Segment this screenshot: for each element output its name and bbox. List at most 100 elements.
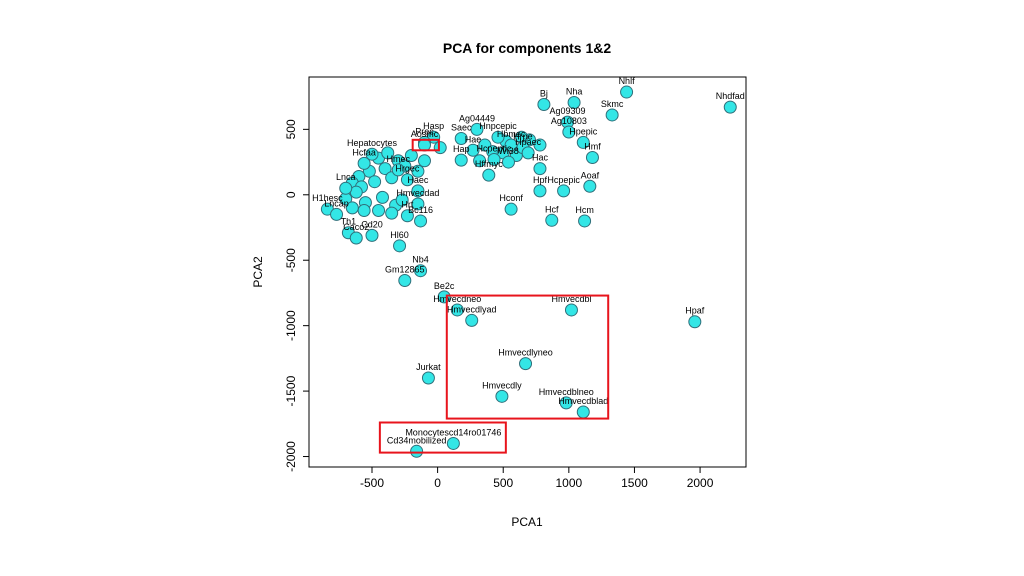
x-tick-label: 1500 (621, 476, 648, 490)
point-label: Hrt (401, 200, 413, 210)
data-point-hmvecdly (495, 389, 509, 403)
point-label: Ag04449 (459, 113, 495, 123)
data-point-lnca (339, 181, 353, 195)
point-label: Lncap (324, 198, 349, 208)
point-label: Be2c (434, 281, 455, 291)
point-label: Hcpepic (547, 175, 580, 185)
data-point-hmvecdbl (564, 303, 578, 317)
point-label: Th1 (341, 217, 357, 227)
data-point-haec (411, 184, 425, 198)
data-point-ag10803 (562, 125, 576, 139)
point-label: Caco2 (343, 222, 369, 232)
data-point (372, 203, 386, 217)
data-point-hcf (545, 213, 559, 227)
data-point-hcfaa (357, 156, 371, 170)
data-point-hepatocytes (365, 147, 379, 161)
point-label: Wi38 (498, 146, 519, 156)
data-point-hap (454, 153, 468, 167)
data-point-hpf (533, 184, 547, 198)
data-point-hcm (578, 214, 592, 228)
point-label: Hasp (423, 121, 444, 131)
point-label: Prec (415, 126, 434, 136)
data-point-ag04449 (470, 122, 484, 136)
point-label: Skmc (601, 99, 624, 109)
data-point-bj (537, 97, 551, 111)
point-label: Hpf (533, 175, 548, 185)
y-tick-label: -1500 (284, 375, 298, 406)
data-point (473, 154, 487, 168)
data-point-gm12865 (398, 274, 412, 288)
highlight-box (411, 138, 440, 152)
data-point (533, 138, 547, 152)
data-point-cd20 (365, 228, 379, 242)
point-label: Jurkat (416, 362, 441, 372)
point-label: Hac (532, 153, 549, 163)
x-tick-label: -500 (360, 476, 384, 490)
data-point (381, 146, 395, 160)
data-point-hrt (400, 209, 414, 223)
data-point-nb4 (414, 264, 428, 278)
data-points (320, 85, 737, 458)
data-point (433, 141, 447, 155)
chart-title: PCA for components 1&2 (443, 40, 611, 56)
data-point (368, 175, 382, 189)
point-label: Hpaf (685, 306, 705, 316)
point-label: Hepatocytes (347, 138, 398, 148)
y-tick-label: -1000 (284, 310, 298, 341)
data-point-hconf (504, 202, 518, 216)
data-point (404, 149, 418, 163)
data-point (395, 193, 409, 207)
point-label: Hconf (499, 193, 523, 203)
point-label: Hmvecdblad (558, 396, 608, 406)
data-point (375, 190, 389, 204)
data-point-hae (466, 143, 480, 157)
data-point-hpaec (521, 146, 535, 160)
point-label: Aoaf (581, 170, 600, 180)
data-point (385, 206, 399, 220)
plot-frame (308, 76, 747, 468)
point-label: Hcm (575, 205, 594, 215)
point-label: Cd20 (361, 219, 383, 229)
y-tick-label: 500 (284, 119, 298, 139)
point-label: Hbmec (497, 129, 526, 139)
data-point (357, 203, 371, 217)
data-point-hffmyc (482, 168, 496, 182)
data-point-hmvecdlyad (465, 313, 479, 327)
data-point-hac (533, 162, 547, 176)
point-label: Nhdfad (716, 91, 745, 101)
point-label: Hcf (545, 204, 559, 214)
data-point-caco2 (349, 231, 363, 245)
data-point-hrgec (400, 173, 414, 187)
point-label: Hmvecdbl (551, 294, 591, 304)
point-label: Hmvecdblneo (539, 387, 594, 397)
data-point (378, 162, 392, 176)
point-label: Cd34mobilized (387, 435, 447, 445)
data-point-jurkat (421, 371, 435, 385)
data-point-hmf (585, 150, 599, 164)
point-label: Ag09309 (550, 106, 586, 116)
y-tick-label: -2000 (284, 441, 298, 472)
data-point-lncap (330, 207, 344, 221)
point-label: Bj (540, 88, 548, 98)
point-label: H1hesc (312, 193, 343, 203)
x-axis-label: PCA1 (511, 515, 543, 529)
data-point-bc116 (414, 214, 428, 228)
data-point-cd34mobilized (410, 444, 424, 458)
point-label: Hcfaa (352, 147, 376, 157)
point-label: Hae (465, 134, 482, 144)
point-label: Hmvecdlyad (447, 304, 497, 314)
point-label: Bc116 (408, 205, 433, 215)
data-point-skmc (605, 108, 619, 122)
data-point (417, 154, 431, 168)
x-tick-label: 1000 (555, 476, 582, 490)
data-point-saec (454, 132, 468, 146)
point-label: Hpaec (515, 137, 542, 147)
point-label: Hap (453, 144, 470, 154)
data-point (345, 201, 359, 215)
point-label: Hmvecdly (482, 380, 522, 390)
point-label: Hl60 (390, 230, 409, 240)
data-point-hpaf (688, 315, 702, 329)
data-point (411, 164, 425, 178)
